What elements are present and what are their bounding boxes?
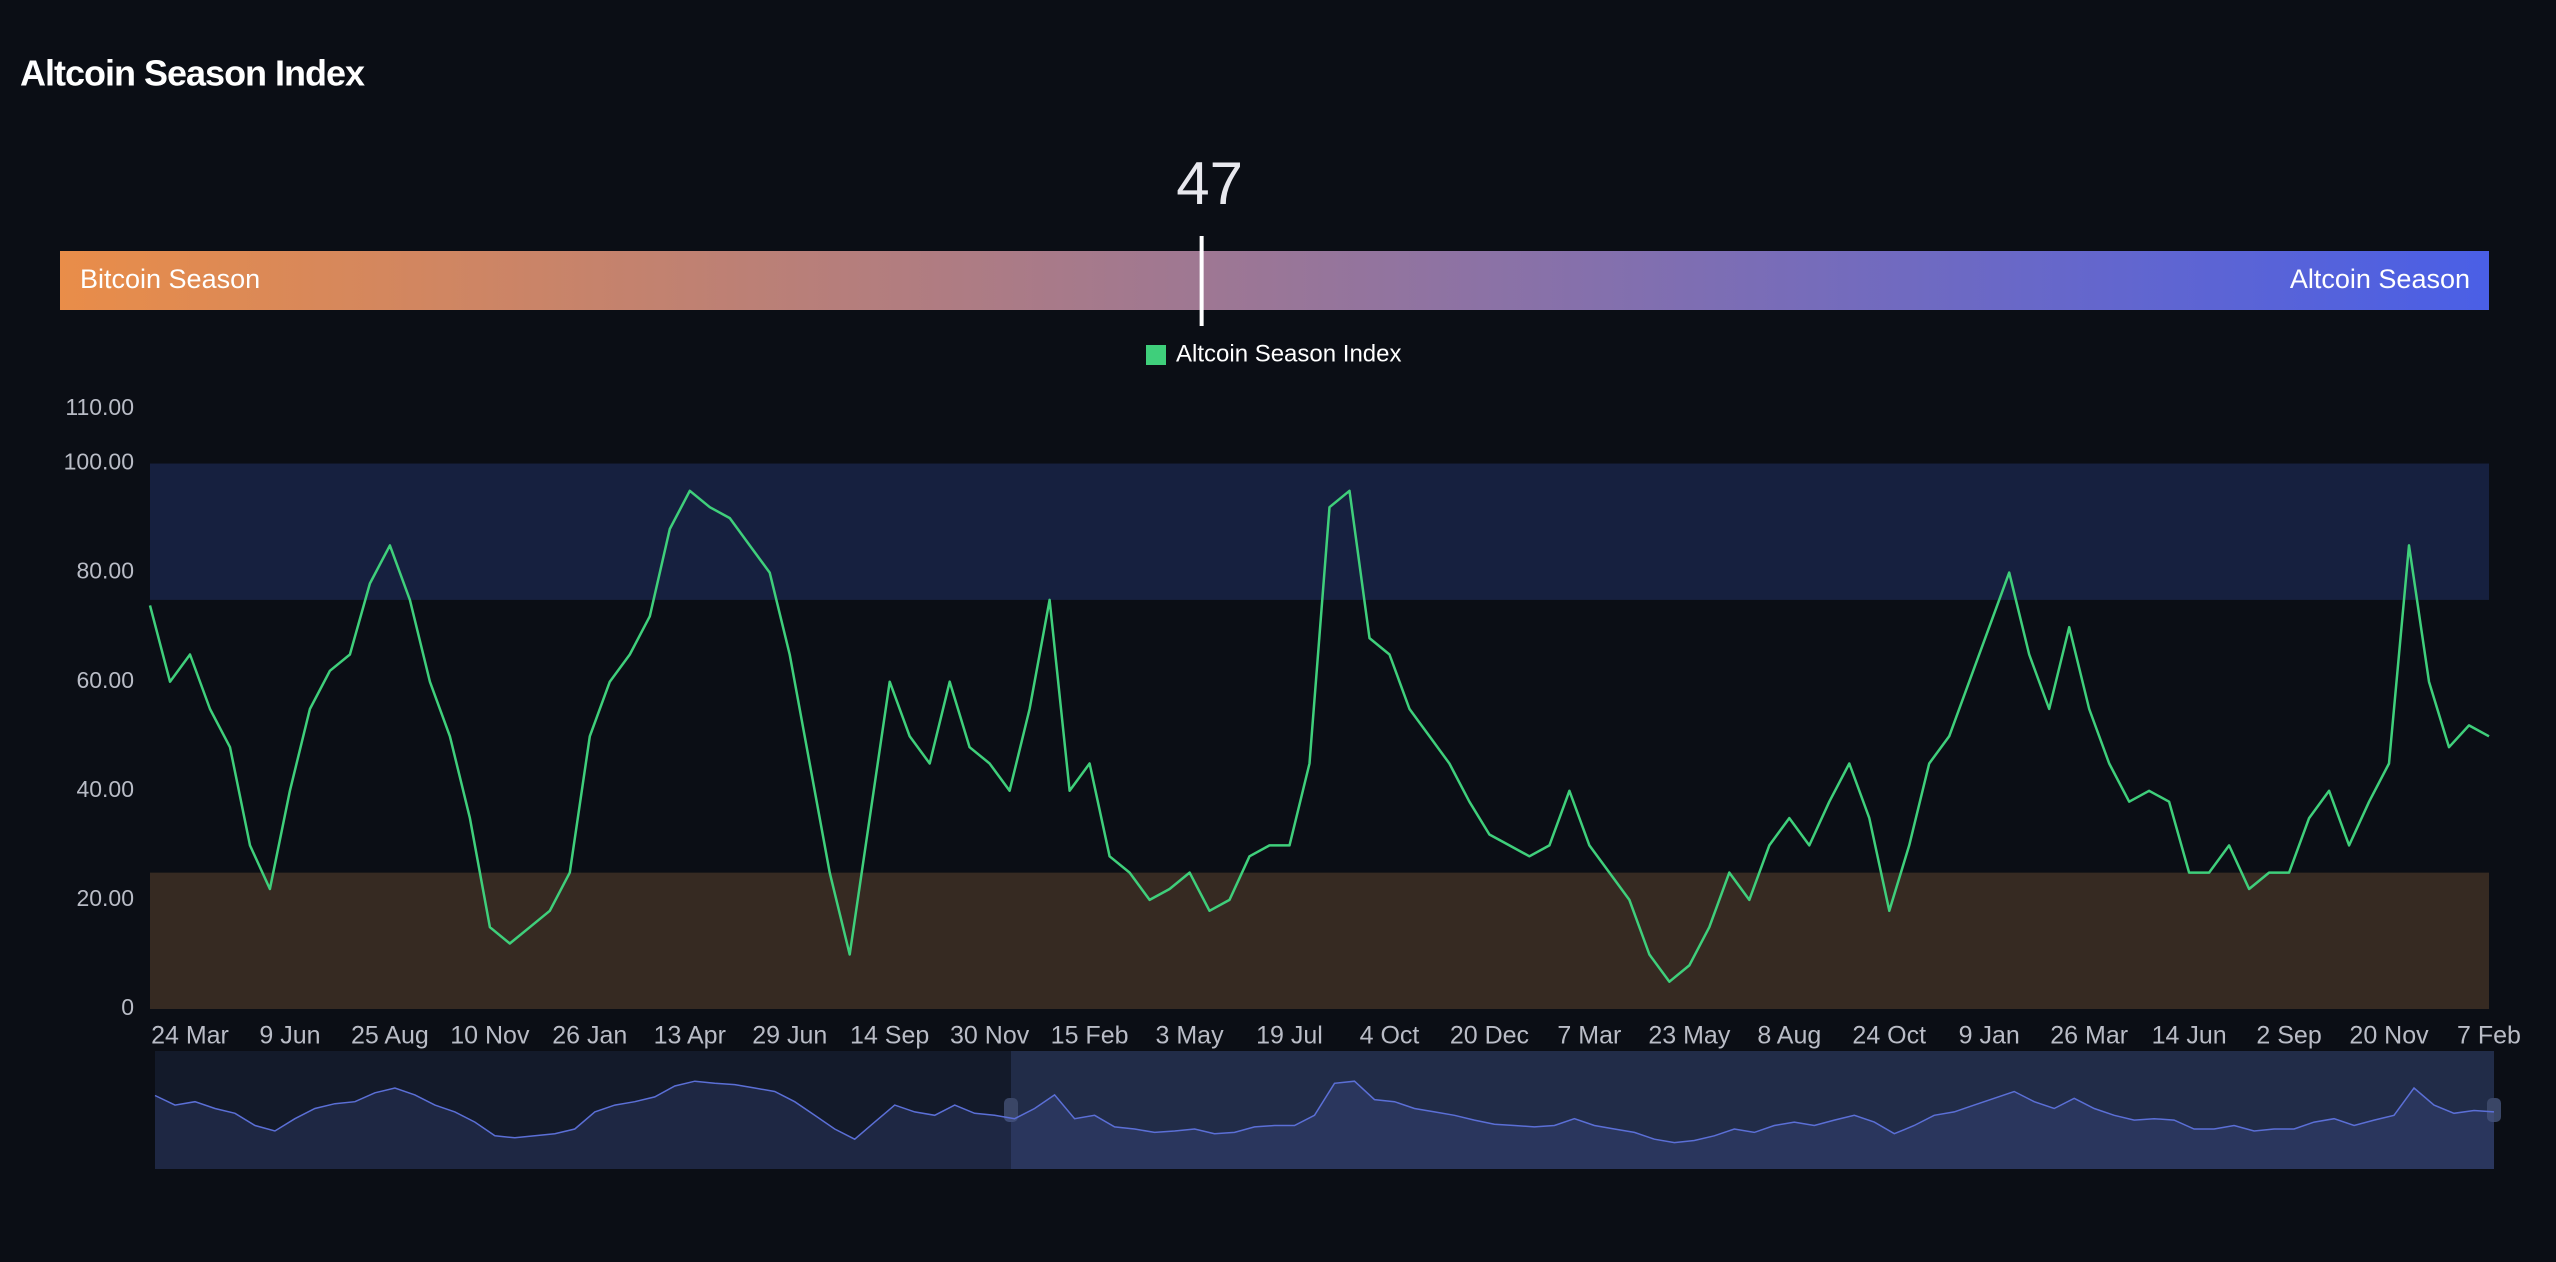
x-tick-label: 19 Jul (1256, 1022, 1323, 1050)
gauge-low-label: Bitcoin Season (80, 264, 260, 294)
line (148, 489, 2490, 983)
x-tick-label: 3 May (1156, 1022, 1225, 1050)
navigator-handle[interactable] (1004, 1098, 1018, 1122)
y-tick-label: 60.00 (76, 667, 134, 693)
y-tick-label: 20.00 (76, 885, 134, 911)
x-tick-label: 24 Mar (151, 1022, 229, 1050)
x-tick-label: 9 Jan (1959, 1022, 2020, 1050)
y-tick-label: 100.00 (64, 449, 134, 475)
x-tick-label: 7 Mar (1557, 1022, 1621, 1050)
x-tick-label: 13 Apr (654, 1022, 726, 1050)
x-tick-label: 10 Nov (450, 1022, 530, 1050)
x-tick-label: 24 Oct (1852, 1022, 1926, 1050)
navigator-area (155, 1081, 2494, 1169)
y-tick-label: 40.00 (76, 776, 134, 802)
x-tick-label: 30 Nov (950, 1022, 1030, 1050)
x-tick-label: 2 Sep (2256, 1022, 2321, 1050)
x-tick-label: 4 Oct (1360, 1022, 1420, 1050)
navigator (155, 1051, 2501, 1169)
x-tick-label: 29 Jun (752, 1022, 827, 1050)
x-tick-label: 20 Dec (1450, 1022, 1529, 1050)
y-tick-label: 0 (121, 994, 134, 1020)
x-tick-label: 7 Feb (2457, 1022, 2521, 1050)
x-tick-label: 9 Jun (259, 1022, 320, 1050)
y-tick-label: 110.00 (65, 394, 134, 420)
x-tick-label: 20 Nov (2349, 1022, 2429, 1050)
x-tick-label: 15 Feb (1051, 1022, 1129, 1050)
x-tick-label: 26 Jan (552, 1022, 627, 1050)
x-tick-label: 23 May (1648, 1022, 1730, 1050)
gauge-value: 47 (1176, 150, 1243, 217)
navigator-line (154, 1080, 2495, 1144)
x-tick-label: 26 Mar (2050, 1022, 2128, 1050)
x-tick-label: 14 Sep (850, 1022, 929, 1050)
legend-label[interactable]: Altcoin Season Index (1176, 340, 1401, 367)
navigator-selection[interactable] (1011, 1051, 2494, 1169)
legend-swatch[interactable] (1146, 345, 1166, 365)
x-tick-label: 25 Aug (351, 1022, 429, 1050)
band (150, 463, 2489, 600)
x-tick-label: 8 Aug (1757, 1022, 1821, 1050)
band (150, 872, 2489, 1009)
chart-title: Altcoin Season Index (20, 53, 365, 94)
navigator-handle[interactable] (2487, 1098, 2501, 1122)
y-tick-label: 80.00 (76, 558, 134, 584)
x-tick-label: 14 Jun (2152, 1022, 2227, 1050)
gauge-bar (60, 251, 2489, 310)
gauge-high-label: Altcoin Season (2290, 264, 2470, 294)
